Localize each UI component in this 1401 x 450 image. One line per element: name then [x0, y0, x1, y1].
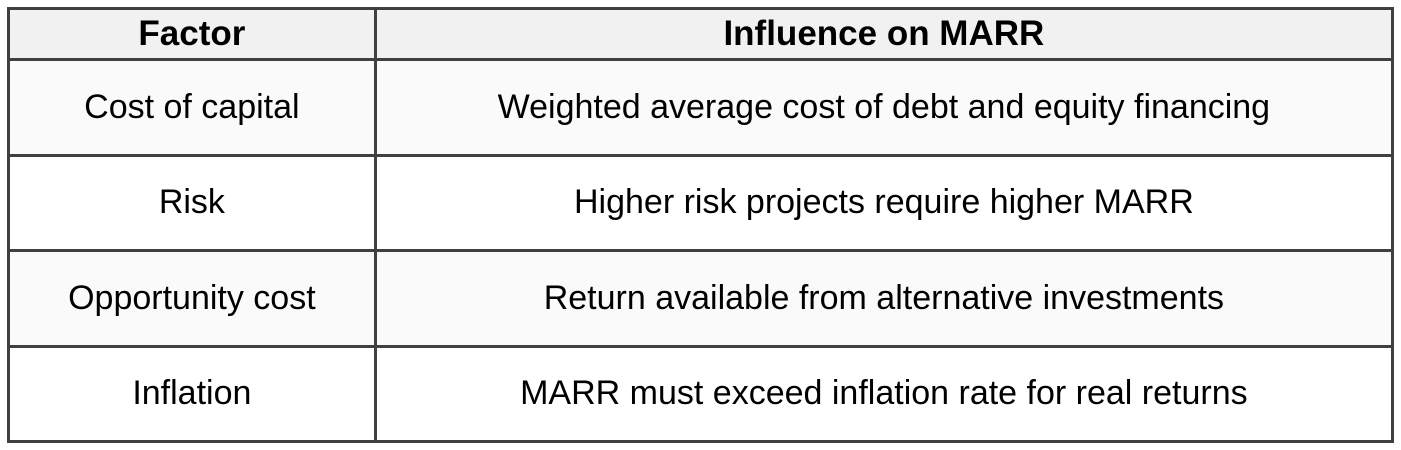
influence-cell: MARR must exceed inflation rate for real… — [373, 344, 1395, 444]
influence-cell: Return available from alternative invest… — [373, 249, 1395, 348]
marr-factors-table-container: Factor Influence on MARR Cost of capital… — [7, 6, 1395, 444]
factor-cell: Risk — [7, 153, 377, 253]
influence-cell: Higher risk projects require higher MARR — [373, 153, 1395, 253]
marr-factors-table: Factor Influence on MARR Cost of capital… — [7, 6, 1395, 444]
table-row: Cost of capital Weighted average cost of… — [7, 58, 1395, 157]
header-row: Factor Influence on MARR — [7, 6, 1395, 62]
influence-cell: Weighted average cost of debt and equity… — [373, 58, 1395, 157]
factor-cell: Cost of capital — [7, 58, 377, 157]
factor-cell: Inflation — [7, 344, 377, 444]
table-row: Inflation MARR must exceed inflation rat… — [7, 344, 1395, 444]
factor-cell: Opportunity cost — [7, 249, 377, 348]
table-row: Risk Higher risk projects require higher… — [7, 153, 1395, 253]
column-header-influence: Influence on MARR — [373, 6, 1395, 62]
column-header-factor: Factor — [7, 6, 377, 62]
table-row: Opportunity cost Return available from a… — [7, 249, 1395, 348]
